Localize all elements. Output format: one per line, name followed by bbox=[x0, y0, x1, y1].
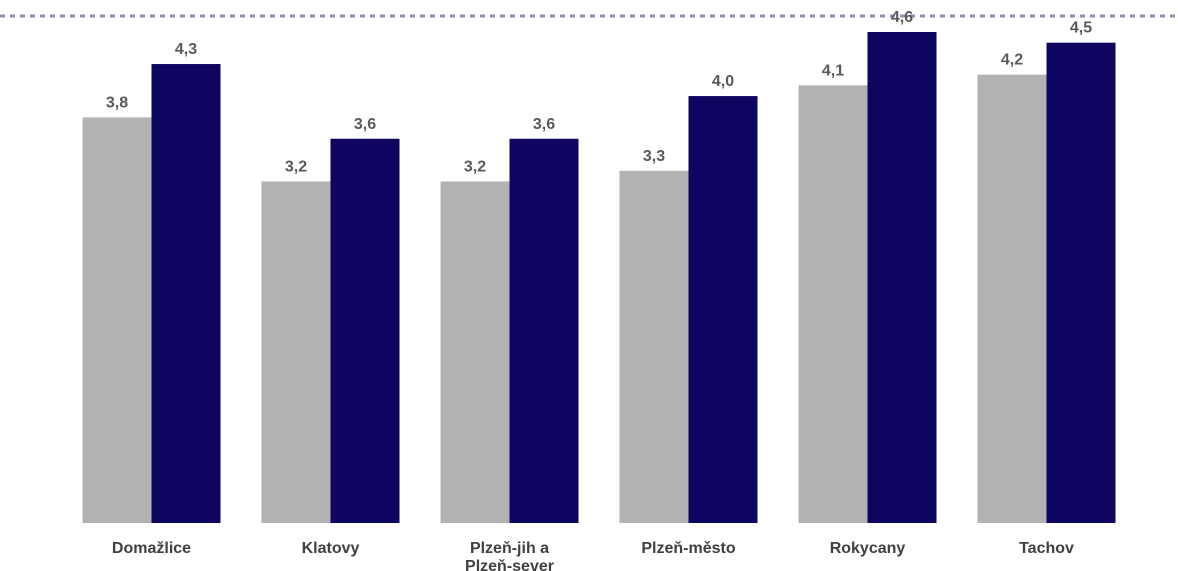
bar-series2-3 bbox=[509, 138, 579, 523]
value-label-series2-4: 4,0 bbox=[712, 73, 734, 90]
bar-series1-3 bbox=[440, 181, 510, 523]
bar-series2-6 bbox=[1046, 42, 1116, 523]
category-label-3-line1: Plzeň-jih a bbox=[470, 540, 549, 557]
value-label-series2-5: 4,6 bbox=[891, 9, 913, 26]
value-label-series1-4: 3,3 bbox=[643, 148, 665, 165]
value-label-series2-1: 4,3 bbox=[175, 41, 197, 58]
value-label-series1-5: 4,1 bbox=[822, 62, 844, 79]
bar-series1-1 bbox=[82, 117, 152, 523]
bar-series2-2 bbox=[330, 138, 400, 523]
value-label-series1-6: 4,2 bbox=[1001, 52, 1023, 69]
category-label-4: Plzeň-město bbox=[641, 540, 735, 557]
bar-series1-2 bbox=[261, 181, 331, 523]
category-label-3-line2: Plzeň-sever bbox=[465, 558, 554, 571]
value-label-series2-3: 3,6 bbox=[533, 116, 555, 133]
bar-series2-4 bbox=[688, 96, 758, 524]
value-label-series1-1: 3,8 bbox=[106, 94, 128, 111]
category-label-5: Rokycany bbox=[830, 540, 906, 557]
bar-series1-5 bbox=[798, 85, 868, 523]
bar-series1-4 bbox=[619, 170, 689, 523]
category-label-1: Domažlice bbox=[112, 540, 191, 557]
bar-series2-5 bbox=[867, 32, 937, 523]
value-label-series1-3: 3,2 bbox=[464, 158, 486, 175]
value-label-series2-2: 3,6 bbox=[354, 116, 376, 133]
category-label-6: Tachov bbox=[1019, 540, 1074, 557]
bar-series2-1 bbox=[151, 64, 221, 523]
bar-series1-6 bbox=[977, 74, 1047, 523]
category-label-2: Klatovy bbox=[302, 540, 360, 557]
value-labels-group: 3,8 4,3 3,2 3,6 3,2 3,6 3,3 4,0 4,1 4,6 4,2 4,5 bbox=[106, 9, 1092, 175]
bars-group bbox=[82, 32, 1116, 524]
value-label-series2-6: 4,5 bbox=[1070, 20, 1092, 37]
value-label-series1-2: 3,2 bbox=[285, 158, 307, 175]
